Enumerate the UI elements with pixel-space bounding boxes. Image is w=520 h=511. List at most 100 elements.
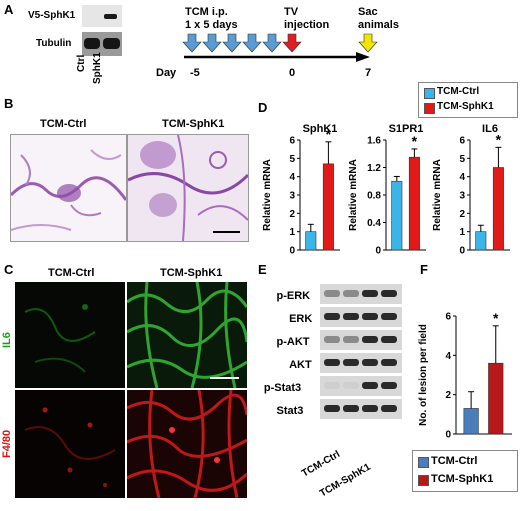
sac-arrow-icon xyxy=(358,33,378,53)
y-tick-label: 2 xyxy=(289,209,295,220)
blot-row-label: Stat3 xyxy=(276,405,304,417)
chart-il6-mrna: Relative mRNA IL6 0 1 2 3 4 5 6 * xyxy=(432,123,510,257)
legend-f-swatch-sphk1 xyxy=(418,475,429,486)
chart-sphk1-mrna: Relative mRNA SphK1 0 1 2 3 4 5 6 * xyxy=(262,123,340,257)
chart-s1pr1-mrna: Relative mRNA S1PR1 0 0.4 0.8 1.2 1.6 * xyxy=(348,123,426,257)
histology-image-ctrl xyxy=(10,134,127,242)
blot-group-ctrl: TCM-Ctrl xyxy=(300,448,343,480)
y-axis-label: No. of lesion per field xyxy=(418,324,429,426)
bar-sphk1 xyxy=(408,156,420,251)
legend-swatch-ctrl xyxy=(424,88,435,99)
y-tick-label: 6 xyxy=(459,136,465,147)
row-label-il6: IL6 xyxy=(1,332,13,348)
y-tick-label: 4 xyxy=(289,172,295,183)
panel-letter-b: B xyxy=(4,96,14,111)
bar-ctrl xyxy=(475,231,487,251)
blot-row-label: p-AKT xyxy=(276,336,310,348)
y-tick-label: 4 xyxy=(445,351,451,362)
histo-title-ctrl: TCM-Ctrl xyxy=(40,118,87,130)
panel-letter-e: E xyxy=(258,262,267,277)
tcm-label-line1: TCM i.p. xyxy=(185,6,228,18)
legend-d: TCM-Ctrl TCM-SphK1 xyxy=(418,82,518,118)
y-tick-label: 3 xyxy=(459,191,465,202)
y-tick-label: 1 xyxy=(459,227,465,238)
tv-label-line2: injection xyxy=(284,19,330,31)
blot-row-label-tubulin: Tubulin xyxy=(36,38,72,49)
tcm-injection-arrow-icon xyxy=(202,33,222,53)
lane-label-sphk1: SphK1 xyxy=(92,52,103,84)
significance-marker: * xyxy=(326,126,332,142)
bar-sphk1 xyxy=(322,163,334,251)
blot-strip xyxy=(320,353,402,373)
mrna-charts: Relative mRNA SphK1 0 1 2 3 4 5 6 * Relative mRNA… xyxy=(262,123,510,257)
legend-swatch-sphk1 xyxy=(424,103,435,114)
chart-title: SphK1 xyxy=(303,123,338,135)
y-tick-label: 0 xyxy=(459,246,465,257)
y-axis-label: Relative mRNA xyxy=(262,159,273,231)
tv-injection-arrow-icon xyxy=(282,33,302,53)
bar-sphk1 xyxy=(488,362,504,435)
y-tick-label: 0.8 xyxy=(367,191,381,202)
blot-strip xyxy=(320,330,402,350)
panel-letter-d: D xyxy=(258,100,268,115)
bar-ctrl xyxy=(463,408,479,435)
tcm-injection-arrow-icon xyxy=(242,33,262,53)
histo-title-sphk1: TCM-SphK1 xyxy=(162,118,225,130)
y-tick-label: 5 xyxy=(289,154,295,165)
chart-lesions: No. of lesion per field 0 2 4 6 * xyxy=(418,310,512,441)
blot-v5-sphk1 xyxy=(82,5,122,27)
y-tick-label: 6 xyxy=(289,136,295,147)
significance-marker: * xyxy=(412,133,418,149)
legend-f-swatch-ctrl xyxy=(418,457,429,468)
y-tick-label: 6 xyxy=(445,312,451,323)
legend-f-label-ctrl: TCM-Ctrl xyxy=(431,455,478,467)
tcm-label-line2: 1 x 5 days xyxy=(185,19,238,31)
blot-strip xyxy=(320,376,402,396)
fluor-image-f480-sphk1 xyxy=(127,390,247,498)
significance-marker: * xyxy=(496,131,502,147)
chart-title: IL6 xyxy=(482,123,498,135)
legend-label-ctrl: TCM-Ctrl xyxy=(437,86,480,97)
blot-tubulin xyxy=(82,32,122,56)
y-tick-label: 5 xyxy=(459,154,465,165)
day-tick-end: 7 xyxy=(365,67,371,79)
lane-label-ctrl: Ctrl xyxy=(76,54,87,72)
timeline-arrowhead-icon xyxy=(356,52,370,62)
y-tick-label: 0 xyxy=(445,430,451,441)
panel-letter-c: C xyxy=(4,262,14,277)
fluor-image-f480-ctrl xyxy=(15,390,125,498)
western-blot-panel: p-ERK ERK p-AKT AKT p-Stat3 Stat3 xyxy=(258,284,408,434)
y-tick-label: 0 xyxy=(289,246,295,257)
fluor-image-il6-sphk1 xyxy=(127,282,247,388)
tcm-injection-arrow-icon xyxy=(262,33,282,53)
blot-row-label: ERK xyxy=(289,313,313,325)
blot-strip xyxy=(320,284,402,304)
day-tick-start: -5 xyxy=(190,67,200,79)
y-tick-label: 2 xyxy=(459,209,465,220)
sac-label-line1: Sac xyxy=(358,6,378,18)
y-tick-label: 1.6 xyxy=(367,136,381,147)
y-tick-label: 3 xyxy=(289,191,295,202)
day-label: Day xyxy=(156,67,177,79)
panel-letter-a: A xyxy=(4,2,14,17)
fluor-title-sphk1: TCM-SphK1 xyxy=(160,267,223,279)
timeline-diagram: TCM i.p. 1 x 5 days TV injection Sac ani… xyxy=(156,6,399,79)
tcm-injection-arrow-icon xyxy=(222,33,242,53)
legend-label-sphk1: TCM-SphK1 xyxy=(437,101,494,112)
legend-f-label-sphk1: TCM-SphK1 xyxy=(431,473,494,485)
y-axis-label: Relative mRNA xyxy=(348,159,359,231)
sac-label-line2: animals xyxy=(358,19,399,31)
fluor-image-il6-ctrl xyxy=(15,282,125,388)
y-tick-label: 1.2 xyxy=(367,163,381,174)
y-tick-label: 0.4 xyxy=(367,218,381,229)
y-tick-label: 0 xyxy=(375,246,381,257)
blot-row-label: p-ERK xyxy=(276,290,311,302)
lesion-chart: No. of lesion per field 0 2 4 6 * xyxy=(418,310,512,441)
bar-ctrl xyxy=(391,180,403,251)
panel-letter-f: F xyxy=(420,262,428,277)
blot-row-label-v5: V5-SphK1 xyxy=(28,10,76,21)
tcm-injection-arrow-icon xyxy=(182,33,202,53)
y-tick-label: 1 xyxy=(289,227,295,238)
blot-strip xyxy=(320,399,402,419)
y-axis-label: Relative mRNA xyxy=(432,159,443,231)
